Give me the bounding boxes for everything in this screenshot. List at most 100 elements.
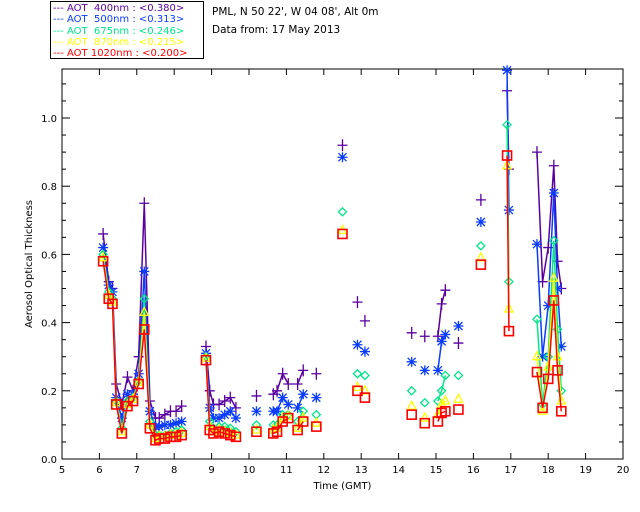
marker-asterisk <box>556 341 567 352</box>
marker-square <box>503 325 515 337</box>
marker-diamond <box>502 119 512 130</box>
marker-asterisk <box>214 413 225 424</box>
series-line-675 <box>536 240 563 405</box>
marker-asterisk <box>225 406 236 417</box>
marker-asterisk <box>122 389 133 400</box>
marker-asterisk <box>283 399 294 410</box>
marker-triangle <box>251 423 262 434</box>
marker-asterisk <box>419 365 430 376</box>
marker-diamond <box>475 240 486 251</box>
marker-plus <box>359 314 370 327</box>
marker-square <box>200 354 212 366</box>
series-line-1020 <box>536 300 563 412</box>
marker-diamond <box>419 397 430 408</box>
y-axis-label: Aerosol Optical Thickness <box>24 200 35 328</box>
marker-plus <box>214 398 225 411</box>
marker-asterisk <box>154 421 165 432</box>
marker-diamond <box>352 368 363 379</box>
marker-square <box>127 395 139 407</box>
marker-triangle <box>531 350 543 361</box>
marker-square <box>552 365 563 376</box>
marker-asterisk <box>208 413 219 424</box>
marker-triangle <box>537 404 548 415</box>
marker-plus <box>548 159 559 172</box>
marker-asterisk <box>406 356 417 367</box>
marker-diamond <box>251 419 262 430</box>
y-tick-label: 0.8 <box>41 182 57 193</box>
marker-square <box>440 405 451 417</box>
marker-asterisk <box>543 300 554 311</box>
marker-asterisk <box>537 351 548 362</box>
plot-frame <box>61 68 624 460</box>
x-tick-label: 18 <box>542 465 555 476</box>
x-tick-label: 14 <box>392 465 405 476</box>
series-line-1020 <box>506 155 510 332</box>
marker-asterisk <box>292 402 303 413</box>
x-tick-label: 12 <box>317 465 330 476</box>
marker-square <box>97 255 109 267</box>
marker-asterisk <box>352 339 363 350</box>
marker-square <box>271 426 283 438</box>
marker-square <box>159 433 171 444</box>
marker-diamond <box>436 385 447 396</box>
marker-plus <box>292 377 303 390</box>
marker-asterisk <box>98 242 109 253</box>
marker-square <box>138 324 150 335</box>
legend: --- AOT 400nm : <0.380> --- AOT 500nm : <… <box>50 1 204 59</box>
marker-diamond <box>360 370 370 381</box>
marker-square <box>107 298 118 310</box>
marker-square <box>176 429 187 441</box>
marker-plus <box>251 389 262 402</box>
marker-square <box>219 428 230 439</box>
marker-plus <box>440 284 451 297</box>
marker-triangle <box>159 430 170 441</box>
legend-entry-675: --- AOT 675nm : <0.246> <box>53 25 185 37</box>
x-tick-label: 11 <box>280 465 293 476</box>
marker-asterisk <box>277 392 288 403</box>
series-line-400 <box>437 290 447 337</box>
marker-square <box>406 409 417 420</box>
series-line-400 <box>272 371 289 395</box>
marker-plus <box>159 408 170 421</box>
marker-square <box>337 228 348 240</box>
y-tick-label: 0.2 <box>41 387 57 398</box>
marker-square <box>542 373 554 385</box>
marker-square <box>116 428 128 439</box>
marker-square <box>297 416 309 427</box>
marker-triangle <box>453 392 464 403</box>
series-1020 <box>97 150 567 446</box>
marker-square <box>537 402 548 414</box>
y-tick-label: 0.0 <box>41 455 57 466</box>
series-line-500 <box>506 70 510 211</box>
marker-asterisk <box>337 152 348 163</box>
marker-square <box>555 405 567 417</box>
x-tick-label: 13 <box>355 465 368 476</box>
marker-square <box>501 150 513 161</box>
marker-asterisk <box>453 321 464 332</box>
marker-asterisk <box>219 409 230 420</box>
marker-plus <box>176 400 187 413</box>
marker-triangle <box>139 305 150 317</box>
marker-square <box>213 426 225 438</box>
marker-plus <box>406 326 417 339</box>
marker-square <box>277 416 288 427</box>
marker-triangle <box>171 428 182 439</box>
marker-plus <box>277 367 288 380</box>
legend-entry-400: --- AOT 400nm : <0.380> <box>53 3 185 14</box>
x-tick-label: 20 <box>617 465 630 476</box>
series-line-1020 <box>102 261 182 442</box>
legend-entry-500: --- AOT 500nm : <0.313> <box>53 14 185 26</box>
x-tick-label: 8 <box>171 465 177 476</box>
marker-square <box>225 429 236 441</box>
marker-square <box>419 417 431 429</box>
marker-diamond <box>298 406 309 417</box>
marker-square <box>208 428 219 439</box>
marker-plus <box>225 391 236 404</box>
x-tick-label: 6 <box>96 465 102 476</box>
marker-plus <box>432 330 443 343</box>
series-675 <box>98 119 567 441</box>
marker-diamond <box>453 370 464 381</box>
marker-asterisk <box>139 266 150 277</box>
marker-triangle <box>283 409 294 421</box>
